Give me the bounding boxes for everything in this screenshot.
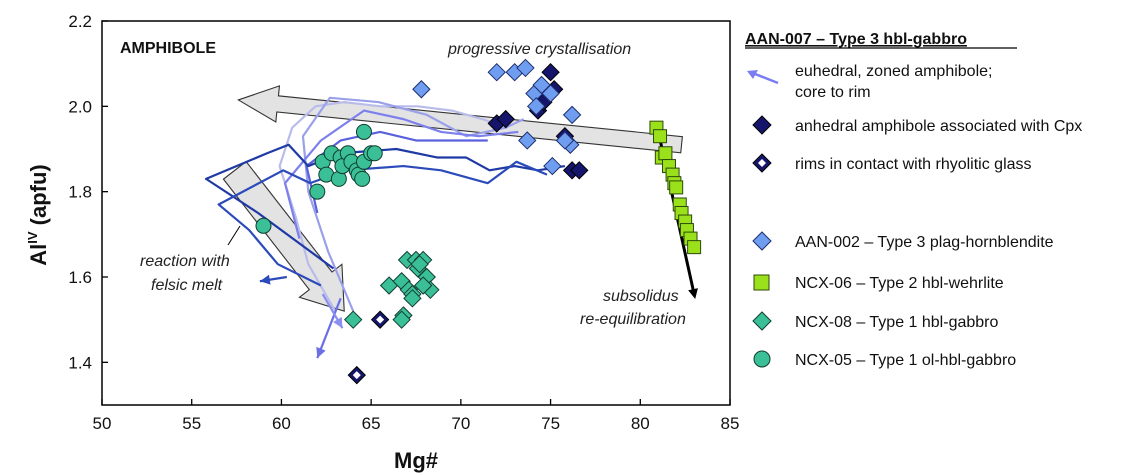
plot-frame <box>101 20 731 406</box>
y-tick-label: 2.2 <box>68 12 92 31</box>
x-axis-title: Mg# <box>394 448 438 473</box>
y-tick-label: 1.8 <box>68 183 92 202</box>
NCX-06-point <box>658 146 673 161</box>
panel-label: AMPHIBOLE <box>120 40 216 57</box>
NCX-05-point <box>354 170 371 187</box>
legend-item-aan-002: AAN-002 – Type 3 plag-hornblendite <box>752 231 1054 251</box>
rims-point-hole <box>376 315 385 324</box>
AAN-002-point <box>541 84 560 103</box>
annotation-reaction-line1: reaction with <box>140 253 230 270</box>
x-tick-label: 70 <box>451 414 470 433</box>
legend-diamond-icon <box>752 231 772 251</box>
legend-circle-icon <box>753 350 771 368</box>
legend-item-ncx-05: NCX-05 – Type 1 ol-hbl-gabbro <box>753 350 1016 369</box>
NCX-05-point <box>355 123 372 140</box>
legend-item-anhedral: anhedral amphibole associated with Cpx <box>752 115 1082 135</box>
NCX-06-point <box>687 240 702 255</box>
NCX-05-point <box>255 217 272 234</box>
core-to-rim-path <box>305 130 488 214</box>
legend: AAN-007 – Type 3 hbl-gabbro euhedral, zo… <box>745 31 1082 369</box>
AAN-002-point <box>516 58 535 78</box>
y-axis-title: AlIV (apfu) <box>25 164 51 266</box>
anhedral-point <box>541 62 560 82</box>
x-tick-label: 80 <box>631 414 650 433</box>
AAN-002-point <box>527 97 546 116</box>
data-points <box>255 58 702 385</box>
legend-diamond-icon <box>752 115 772 135</box>
annotation-progressive-crystallisation: progressive crystallisation <box>447 41 631 58</box>
annotation-subsolidus-line1: subsolidus <box>603 288 679 305</box>
NCX-05-point <box>366 145 383 162</box>
AAN-002-point <box>555 131 575 150</box>
NCX-06-point <box>653 129 668 144</box>
NCX-08-point <box>343 310 363 329</box>
path-arrow-head <box>333 317 343 329</box>
y-tick-label: 1.6 <box>68 268 92 287</box>
NCX-08-point <box>403 289 422 308</box>
legend-label-rims: rims in contact with rhyolitic glass <box>795 156 1032 173</box>
y-axis-title-sup: IV <box>25 231 40 244</box>
path-arrow-shaft <box>316 297 342 359</box>
path-arrow-head <box>316 346 326 359</box>
AAN-002-point <box>412 80 431 99</box>
legend-label-ncx-08: NCX-08 – Type 1 hbl-gabbro <box>795 314 998 331</box>
legend-label-anhedral: anhedral amphibole associated with Cpx <box>795 118 1082 135</box>
legend-item-rims: rims in contact with rhyolitic glass <box>752 153 1032 173</box>
legend-diamond-icon <box>752 311 772 331</box>
reaction-leader-line <box>227 225 241 246</box>
legend-label-aan-002: AAN-002 – Type 3 plag-hornblendite <box>795 234 1054 251</box>
NCX-06-point <box>669 180 684 195</box>
x-tick-label: 75 <box>541 414 560 433</box>
AAN-002-point <box>543 156 562 176</box>
legend-label-ncx-05: NCX-05 – Type 1 ol-hbl-gabbro <box>795 352 1016 369</box>
AAN-002-point <box>487 62 506 82</box>
x-tick-label: 60 <box>272 414 291 433</box>
rims-point-hole <box>352 371 361 380</box>
legend-square-icon <box>753 274 770 291</box>
axis-ticks: 50 55 60 65 70 75 80 85 1.4 1.6 1.8 2.0 2.2 <box>68 12 739 433</box>
legend-item-euhedral: euhedral, zoned amphibole; core to rim <box>747 63 992 101</box>
y-tick-label: 2.0 <box>68 97 92 116</box>
legend-label-euhedral-1: euhedral, zoned amphibole; <box>795 63 992 80</box>
legend-item-ncx-08: NCX-08 – Type 1 hbl-gabbro <box>752 311 998 331</box>
x-tick-label: 55 <box>182 414 201 433</box>
AAN-002-point <box>518 131 537 150</box>
legend-label-ncx-06: NCX-06 – Type 2 hbl-wehrlite <box>795 275 1004 292</box>
annotation-reaction-line2: felsic melt <box>151 277 223 294</box>
legend-title: AAN-007 – Type 3 hbl-gabbro <box>745 31 967 48</box>
AAN-002-point <box>562 105 582 125</box>
legend-item-ncx-06: NCX-06 – Type 2 hbl-wehrlite <box>753 274 1004 292</box>
NCX-08-point <box>413 276 433 295</box>
x-tick-label: 65 <box>362 414 381 433</box>
anhedral-point <box>496 109 515 129</box>
legend-label-euhedral-2: core to rim <box>795 84 871 101</box>
annotation-subsolidus-line2: re-equilibration <box>580 311 686 328</box>
core-to-rim-path <box>301 96 525 312</box>
NCX-08-point <box>410 254 429 274</box>
y-tick-label: 1.4 <box>68 353 92 372</box>
anhedral-point <box>570 161 589 180</box>
path-arrow-head <box>259 274 271 285</box>
core-to-rim-path <box>283 109 519 239</box>
x-tick-label: 85 <box>721 414 740 433</box>
x-tick-label: 50 <box>93 414 112 433</box>
NCX-08-point <box>392 310 411 329</box>
core-to-rim-path <box>278 100 508 312</box>
y-axis-title-main: Al <box>26 244 51 266</box>
NCX-05-point <box>309 183 326 200</box>
y-axis-title-rest: (apfu) <box>26 164 51 231</box>
